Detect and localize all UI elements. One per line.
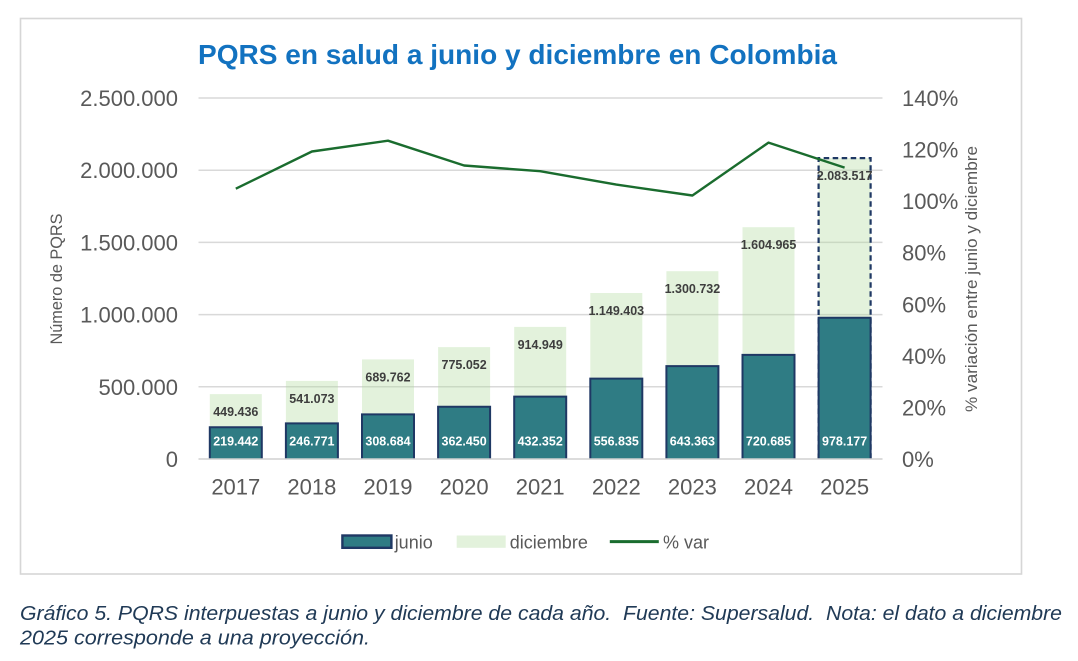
svg-text:140%: 140% (902, 86, 958, 111)
svg-text:914.949: 914.949 (518, 338, 563, 352)
svg-text:2.083.517: 2.083.517 (817, 169, 873, 183)
svg-text:1.500.000: 1.500.000 (80, 230, 178, 255)
svg-text:% var: % var (663, 533, 709, 553)
svg-text:449.436: 449.436 (213, 405, 258, 419)
svg-text:40%: 40% (902, 344, 946, 369)
svg-text:500.000: 500.000 (98, 375, 178, 400)
svg-text:2021: 2021 (516, 475, 565, 500)
svg-text:643.363: 643.363 (670, 435, 715, 449)
svg-text:2023: 2023 (668, 475, 717, 500)
svg-text:1.149.403: 1.149.403 (588, 304, 644, 318)
svg-text:556.835: 556.835 (594, 435, 639, 449)
svg-text:246.771: 246.771 (289, 435, 334, 449)
svg-text:2.000.000: 2.000.000 (80, 158, 178, 183)
svg-text:689.762: 689.762 (365, 370, 410, 384)
svg-text:2022: 2022 (592, 475, 641, 500)
svg-text:PQRS en salud a junio y diciem: PQRS en salud a junio y diciembre en Col… (198, 39, 837, 70)
svg-text:308.684: 308.684 (365, 435, 410, 449)
svg-text:% variación entre junio y dici: % variación entre junio y diciembre (962, 146, 981, 412)
svg-text:1.300.732: 1.300.732 (665, 282, 721, 296)
svg-text:60%: 60% (902, 292, 946, 317)
svg-text:219.442: 219.442 (213, 435, 258, 449)
svg-text:120%: 120% (902, 138, 958, 163)
svg-text:2018: 2018 (287, 475, 336, 500)
svg-text:541.073: 541.073 (289, 392, 334, 406)
svg-text:2020: 2020 (440, 475, 489, 500)
svg-text:junio: junio (394, 533, 433, 553)
svg-text:1.604.965: 1.604.965 (741, 238, 797, 252)
svg-text:0%: 0% (902, 447, 934, 472)
svg-text:20%: 20% (902, 395, 946, 420)
svg-text:720.685: 720.685 (746, 435, 791, 449)
svg-text:432.352: 432.352 (518, 435, 563, 449)
svg-text:Número de PQRS: Número de PQRS (47, 214, 66, 345)
svg-text:2025: 2025 (820, 475, 869, 500)
svg-text:978.177: 978.177 (822, 435, 867, 449)
svg-text:775.052: 775.052 (442, 358, 487, 372)
svg-text:1.000.000: 1.000.000 (80, 303, 178, 328)
svg-text:2.500.000: 2.500.000 (80, 86, 178, 111)
svg-text:80%: 80% (902, 241, 946, 266)
svg-text:0: 0 (166, 447, 178, 472)
svg-text:2024: 2024 (744, 475, 793, 500)
svg-text:Gráfico 5. PQRS interpuestas a: Gráfico 5. PQRS interpuestas a junio y d… (20, 603, 1062, 625)
svg-text:2017: 2017 (211, 475, 260, 500)
svg-text:2025 corresponde a una proyecc: 2025 corresponde a una proyección. (19, 628, 370, 650)
svg-text:100%: 100% (902, 189, 958, 214)
svg-text:362.450: 362.450 (442, 435, 487, 449)
svg-text:2019: 2019 (364, 475, 413, 500)
svg-text:diciembre: diciembre (510, 533, 588, 553)
